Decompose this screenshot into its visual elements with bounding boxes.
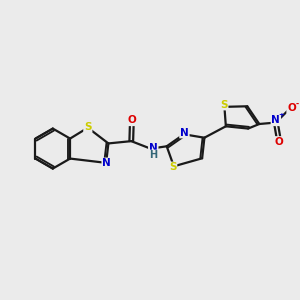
Text: O: O — [287, 103, 296, 113]
Text: H: H — [149, 150, 157, 161]
Text: O: O — [275, 137, 284, 147]
Text: N: N — [272, 115, 280, 125]
Text: S: S — [169, 162, 176, 172]
Text: +: + — [278, 112, 284, 118]
Text: N: N — [102, 158, 111, 168]
Text: O: O — [128, 115, 136, 125]
Text: -: - — [296, 100, 299, 109]
Text: N: N — [180, 128, 189, 138]
Text: S: S — [220, 100, 228, 110]
Text: S: S — [84, 122, 92, 132]
Text: N: N — [149, 143, 158, 153]
